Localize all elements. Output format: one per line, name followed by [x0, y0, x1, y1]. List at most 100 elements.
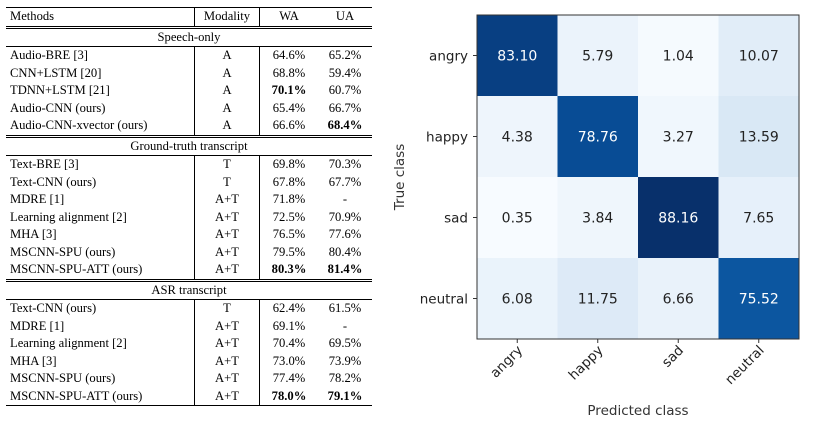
header-wa: WA	[259, 7, 318, 27]
ua-cell: -	[342, 318, 348, 333]
table-row: MHA [3] A+T 73.0% 73.9%	[6, 352, 372, 370]
heatmap-cell	[477, 258, 558, 340]
heatmap-cell	[477, 15, 558, 97]
header-ua: UA	[318, 7, 372, 27]
modality-cell: T	[194, 155, 260, 174]
x-tick-label: neutral	[722, 343, 767, 388]
ua-cell: 80.4%	[328, 244, 362, 259]
cell-value-label: 1.04	[663, 49, 694, 65]
heatmap-cell	[718, 177, 800, 259]
ua-cell: 68.4%	[327, 118, 363, 132]
wa-cell: 73.0%	[272, 353, 306, 368]
cell-value-label: 5.79	[582, 49, 613, 65]
header-methods: Methods	[6, 7, 195, 27]
ua-cell: 78.2%	[328, 371, 362, 385]
section-header-row: ASR transcript	[6, 278, 372, 300]
ua-cell: 65.2%	[318, 46, 372, 65]
ua-cell: 61.5%	[318, 299, 372, 318]
table-row: Learning alignment [2] A+T 70.4% 69.5%	[6, 335, 372, 353]
wa-cell: 70.1%	[271, 83, 307, 97]
wa-cell: 62.4%	[259, 299, 318, 318]
table-row: Text-BRE [3] T 69.8% 70.3%	[6, 155, 372, 174]
section-title: Speech-only	[6, 25, 372, 47]
wa-cell: 70.4%	[272, 336, 306, 350]
heatmap-cell	[638, 15, 719, 97]
table-row: MSCNN-SPU (ours) A+T 79.5% 80.4%	[6, 243, 372, 261]
modality-cell: A+T	[194, 226, 260, 244]
wa-cell: 66.6%	[272, 118, 306, 132]
heatmap-cell	[718, 15, 800, 97]
modality-cell: A	[194, 46, 260, 65]
results-table: Methods Modality WA UA Speech-only Audio-BRE …	[6, 7, 372, 406]
method-cell: MSCNN-SPU-ATT (ours)	[6, 261, 195, 280]
method-cell: Audio-BRE [3]	[6, 46, 195, 65]
table-row: MHA [3] A+T 76.5% 77.6%	[6, 226, 372, 244]
modality-cell: A	[194, 99, 260, 117]
wa-cell: 71.8%	[272, 192, 306, 206]
section-title: ASR transcript	[6, 278, 372, 300]
table-row: TDNN+LSTM [21] A 70.1% 60.7%	[6, 82, 372, 100]
table-row: MSCNN-SPU-ATT (ours) A+T 80.3% 81.4%	[6, 261, 372, 280]
modality-cell: A+T	[194, 352, 260, 370]
modality-cell: A	[194, 117, 260, 136]
wa-cell: 68.8%	[272, 65, 306, 80]
section-title: Ground-truth transcript	[6, 134, 372, 156]
modality-cell: A+T	[194, 387, 260, 406]
method-cell: MHA [3]	[6, 352, 195, 370]
modality-cell: A+T	[194, 370, 260, 388]
modality-cell: A+T	[194, 261, 260, 280]
ua-cell: 59.4%	[328, 65, 362, 80]
method-cell: MDRE [1]	[6, 317, 195, 335]
heatmap-cell	[638, 177, 719, 259]
x-tick-label: happy	[566, 343, 607, 384]
method-cell: MDRE [1]	[6, 191, 195, 209]
method-cell: Text-CNN (ours)	[6, 299, 195, 318]
modality-cell: T	[194, 299, 260, 318]
heatmap-cell	[557, 258, 639, 340]
heatmap-cell	[477, 177, 558, 259]
ua-cell: 70.3%	[318, 155, 372, 174]
cell-value-label: 78.76	[578, 130, 618, 146]
y-tick-label: neutral	[420, 292, 468, 308]
wa-cell: 76.5%	[272, 227, 306, 241]
table-row: MDRE [1] A+T 69.1% -	[6, 317, 372, 335]
ua-cell: 60.7%	[328, 83, 362, 97]
modality-cell: A+T	[194, 335, 260, 353]
table-row: CNN+LSTM [20] A 68.8% 59.4%	[6, 64, 372, 82]
y-tick-label: sad	[444, 211, 468, 227]
cell-value-label: 75.52	[739, 292, 779, 308]
modality-cell: A	[194, 82, 260, 100]
modality-cell: T	[194, 173, 260, 191]
modality-cell: A+T	[194, 243, 260, 261]
x-tick-label: sad	[659, 343, 687, 371]
method-cell: MSCNN-SPU (ours)	[6, 243, 195, 261]
method-cell: Learning alignment [2]	[6, 335, 195, 353]
section-header-row: Speech-only	[6, 25, 372, 47]
wa-cell: 69.1%	[272, 318, 306, 333]
wa-cell: 77.4%	[272, 371, 306, 385]
cell-value-label: 88.16	[658, 211, 698, 227]
table-row: Learning alignment [2] A+T 72.5% 70.9%	[6, 208, 372, 226]
ua-cell: 70.9%	[328, 209, 362, 224]
modality-cell: A+T	[194, 191, 260, 209]
cell-value-label: 10.07	[739, 49, 779, 65]
cell-value-label: 3.84	[582, 211, 613, 227]
table-row: Text-CNN (ours) T 67.8% 67.7%	[6, 173, 372, 191]
table-header-row: Methods Modality WA UA	[6, 7, 372, 27]
heatmap-cell	[557, 15, 639, 97]
wa-cell: 80.3%	[271, 262, 307, 276]
x-tick-label: angry	[487, 343, 526, 382]
method-cell: Text-CNN (ours)	[6, 173, 195, 191]
section-header-row: Ground-truth transcript	[6, 134, 372, 156]
table-row: Text-CNN (ours) T 62.4% 61.5%	[6, 299, 372, 318]
y-tick-label: happy	[426, 130, 468, 146]
wa-cell: 72.5%	[272, 209, 306, 224]
heatmap-cell	[557, 177, 639, 259]
ua-cell: 81.4%	[327, 262, 363, 276]
ua-cell: -	[342, 192, 348, 206]
cell-value-label: 6.08	[502, 292, 533, 308]
table-row: MSCNN-SPU-ATT (ours) A+T 78.0% 79.1%	[6, 387, 372, 406]
heatmap-cell	[638, 258, 719, 340]
ua-cell: 73.9%	[328, 353, 362, 368]
ua-cell: 66.7%	[328, 100, 362, 115]
